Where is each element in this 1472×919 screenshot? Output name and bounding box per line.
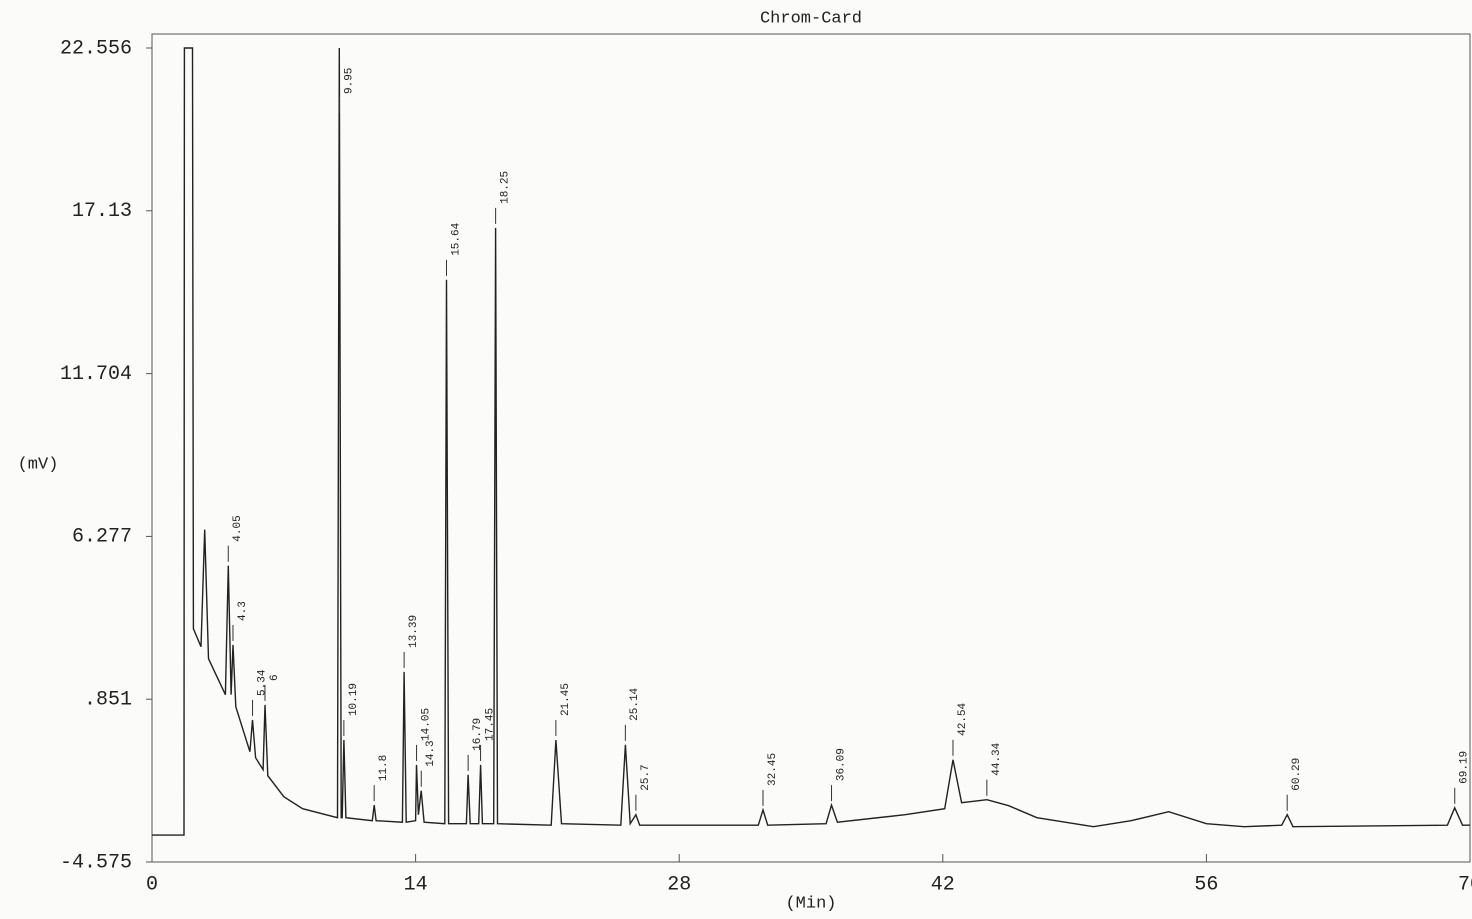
x-tick-label: 42 (931, 873, 955, 896)
peak-label: 14.05 (420, 708, 432, 741)
y-tick-label: -4.575 (60, 851, 132, 874)
peak-label: 17.45 (484, 708, 496, 741)
peak-label: 9.95 (343, 68, 355, 94)
peak-label: 4.3 (237, 601, 249, 621)
peak-label: 25.7 (640, 764, 652, 790)
y-tick-label: 22.556 (60, 37, 132, 60)
peak-label: 42.54 (957, 702, 969, 735)
chart-title: Chrom-Card (760, 9, 862, 28)
y-tick-label: .851 (84, 688, 132, 711)
plot-frame (151, 33, 1471, 863)
peak-label: 13.39 (408, 615, 420, 648)
x-tick-label: 14 (404, 873, 428, 896)
peak-label: 4.05 (232, 515, 244, 541)
x-tick-label: 56 (1194, 873, 1218, 896)
y-tick-label: 17.13 (72, 200, 132, 223)
peak-label: 69.19 (1459, 751, 1471, 784)
peak-label: 16.79 (472, 718, 484, 751)
peak-label: 18.25 (500, 171, 512, 204)
x-axis-label: (Min) (785, 894, 836, 913)
peak-label: 60.29 (1291, 758, 1303, 791)
peak-label: 5.34 (256, 669, 268, 696)
x-tick-label: 28 (667, 873, 691, 896)
y-axis-label: (mV) (18, 455, 59, 474)
chromatogram-trace (152, 47, 1470, 836)
y-tick-label: 11.704 (60, 363, 132, 386)
x-tick-label: 0 (146, 873, 158, 896)
peak-label: 25.14 (629, 687, 641, 720)
peak-label: 15.64 (450, 222, 462, 255)
peak-label: 32.45 (767, 753, 779, 786)
peak-label: 44.34 (991, 742, 1003, 775)
peak-label: 11.8 (378, 755, 390, 781)
peak-label: 36.09 (835, 748, 847, 781)
peak-label: 10.19 (348, 683, 360, 716)
peak-label: 14.3 (425, 740, 437, 766)
y-tick-label: 6.277 (72, 526, 132, 549)
peak-label: 21.45 (560, 683, 572, 716)
peak-label: 6 (269, 674, 281, 681)
x-tick-label: 70 (1458, 873, 1472, 896)
